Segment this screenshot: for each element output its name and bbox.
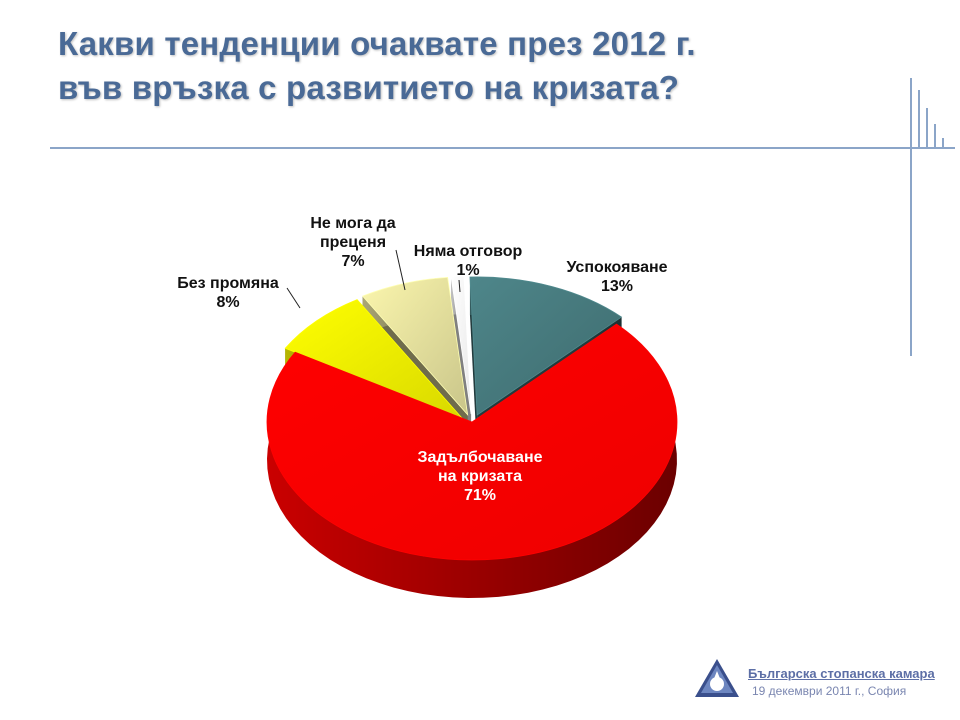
slice-category-label: Успокояване — [566, 259, 667, 276]
slide-title: Какви тенденции очаквате през 2012 г. въ… — [58, 22, 838, 110]
slice-category-label: Без промяна — [177, 275, 279, 292]
slice-category-label: Не мога да — [310, 215, 395, 232]
leader-line — [395, 249, 406, 291]
slice-category-label: Задълбочаване — [417, 449, 542, 466]
slide-title-line-1: Какви тенденции очаквате през 2012 г. — [58, 25, 696, 62]
leader-line — [458, 279, 461, 293]
decor-bar-2 — [926, 108, 928, 148]
side-divider — [910, 78, 912, 356]
decor-bar-4 — [942, 138, 944, 148]
header-divider — [50, 147, 955, 149]
pie-slice-top — [266, 323, 678, 561]
pie-slice-top — [450, 275, 472, 415]
slice-value-label: 7% — [341, 253, 364, 270]
slice-category-label: преценя — [320, 234, 386, 251]
pie-slice-wall — [469, 277, 478, 453]
slice-label-3: Не мога да преценя 7% — [310, 215, 395, 270]
slice-label-2: Без промяна 8% — [177, 275, 279, 311]
pie-slice-1 — [266, 323, 678, 598]
organization-logo — [695, 659, 739, 697]
slice-category-label: на кризата — [438, 468, 522, 485]
leader-line — [286, 287, 301, 309]
footer-date: 19 декември 2011 г., София — [752, 684, 907, 698]
organization-name[interactable]: Българска стопанска камара — [748, 666, 935, 681]
slice-label-4: Няма отговор 1% — [414, 243, 523, 279]
slice-value-label: 13% — [601, 278, 633, 295]
decor-bar-1 — [918, 90, 920, 148]
slice-label-0: Успокояване 13% — [566, 259, 667, 295]
slice-value-label: 71% — [464, 487, 496, 504]
decor-bar-3 — [934, 124, 936, 148]
slide-title-line-2: във връзка с развитието на кризата? — [58, 69, 680, 106]
slice-category-label: Няма отговор — [414, 243, 523, 260]
slice-value-label: 8% — [216, 294, 239, 311]
pie-slice-top — [284, 299, 463, 419]
slice-value-label: 1% — [456, 262, 479, 279]
slice-label-1: Задълбочаване на кризата 71% — [417, 449, 542, 504]
pie-slice-top — [469, 276, 623, 416]
